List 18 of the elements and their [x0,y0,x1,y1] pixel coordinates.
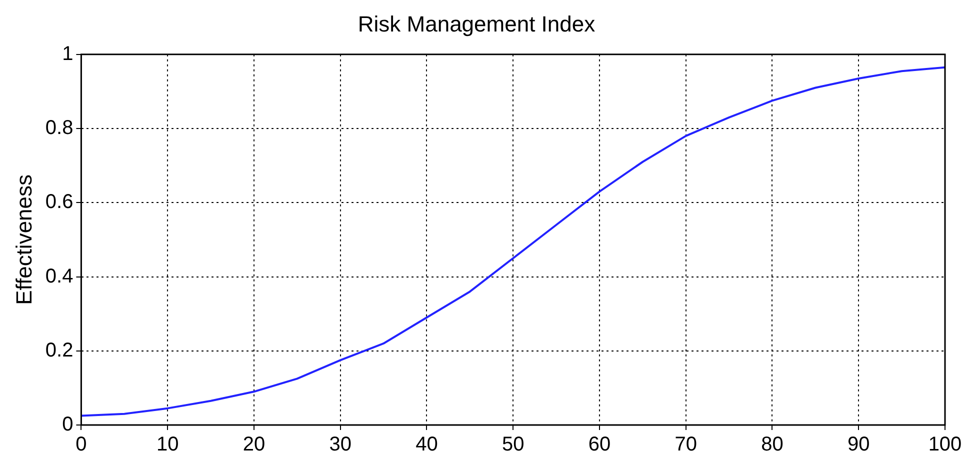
x-tick-label: 90 [847,434,870,456]
x-tick-label: 30 [329,434,352,456]
x-tick-label: 70 [674,434,697,456]
x-tick-label: 40 [416,434,438,456]
x-tick-label: 80 [761,434,784,456]
y-tick-label: 1 [62,42,74,65]
y-tick-label: 0.8 [45,117,74,140]
x-tick-label: 60 [588,434,611,456]
y-tick-label: 0.2 [45,339,74,362]
y-tick-label: 0 [62,414,74,436]
x-tick-label: 50 [502,434,524,456]
x-tick-label: 10 [156,434,179,456]
y-tick-label: 0.6 [45,191,74,214]
chart-title: Risk Management Index [358,11,596,36]
y-tick-label: 0.4 [45,265,74,288]
y-axis-title: Effectiveness [11,174,36,305]
x-tick-label: 100 [928,434,962,456]
x-tick-label: 20 [242,434,266,456]
